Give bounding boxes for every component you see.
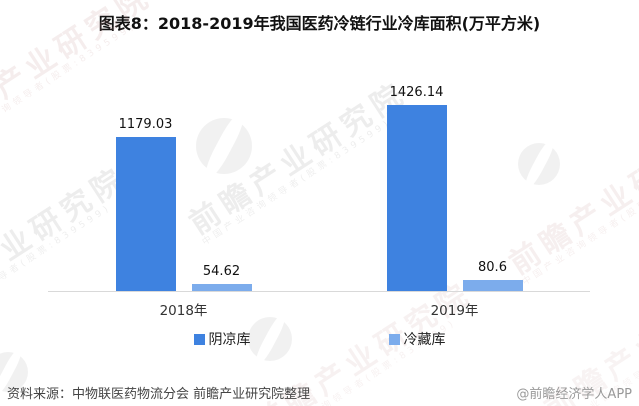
bar-value-label: 1426.14 <box>389 85 444 100</box>
legend-label: 阴凉库 <box>208 332 251 348</box>
legend-item-阴凉库: 阴凉库 <box>193 329 251 349</box>
credit-note: @前瞻经济学人APP <box>516 387 632 402</box>
x-axis-label: 2019年 <box>430 303 479 319</box>
bar-value-label: 54.62 <box>202 264 241 279</box>
bar-阴凉库-2019年 <box>386 105 447 291</box>
legend: 阴凉库 冷藏库 <box>0 329 639 349</box>
bar-阴凉库-2018年 <box>115 137 176 291</box>
legend-swatch-icon <box>388 333 400 345</box>
x-axis-label: 2018年 <box>159 303 208 319</box>
bar-value-label: 80.6 <box>478 260 507 275</box>
plot-area: 2018年 1179.03 54.62 2019年 1426.14 80.6 <box>48 82 590 319</box>
legend-item-冷藏库: 冷藏库 <box>388 329 446 349</box>
legend-swatch-icon <box>193 333 205 345</box>
bar-value-label: 1179.03 <box>118 117 173 132</box>
chart-title: 图表8：2018-2019年我国医药冷链行业冷库面积(万平方米) <box>98 14 541 33</box>
bar-冷藏库-2018年 <box>191 284 252 291</box>
source-note: 资料来源：中物联医药物流分会 前瞻产业研究院整理 <box>7 387 311 402</box>
legend-label: 冷藏库 <box>403 332 446 348</box>
bar-冷藏库-2019年 <box>462 280 523 291</box>
